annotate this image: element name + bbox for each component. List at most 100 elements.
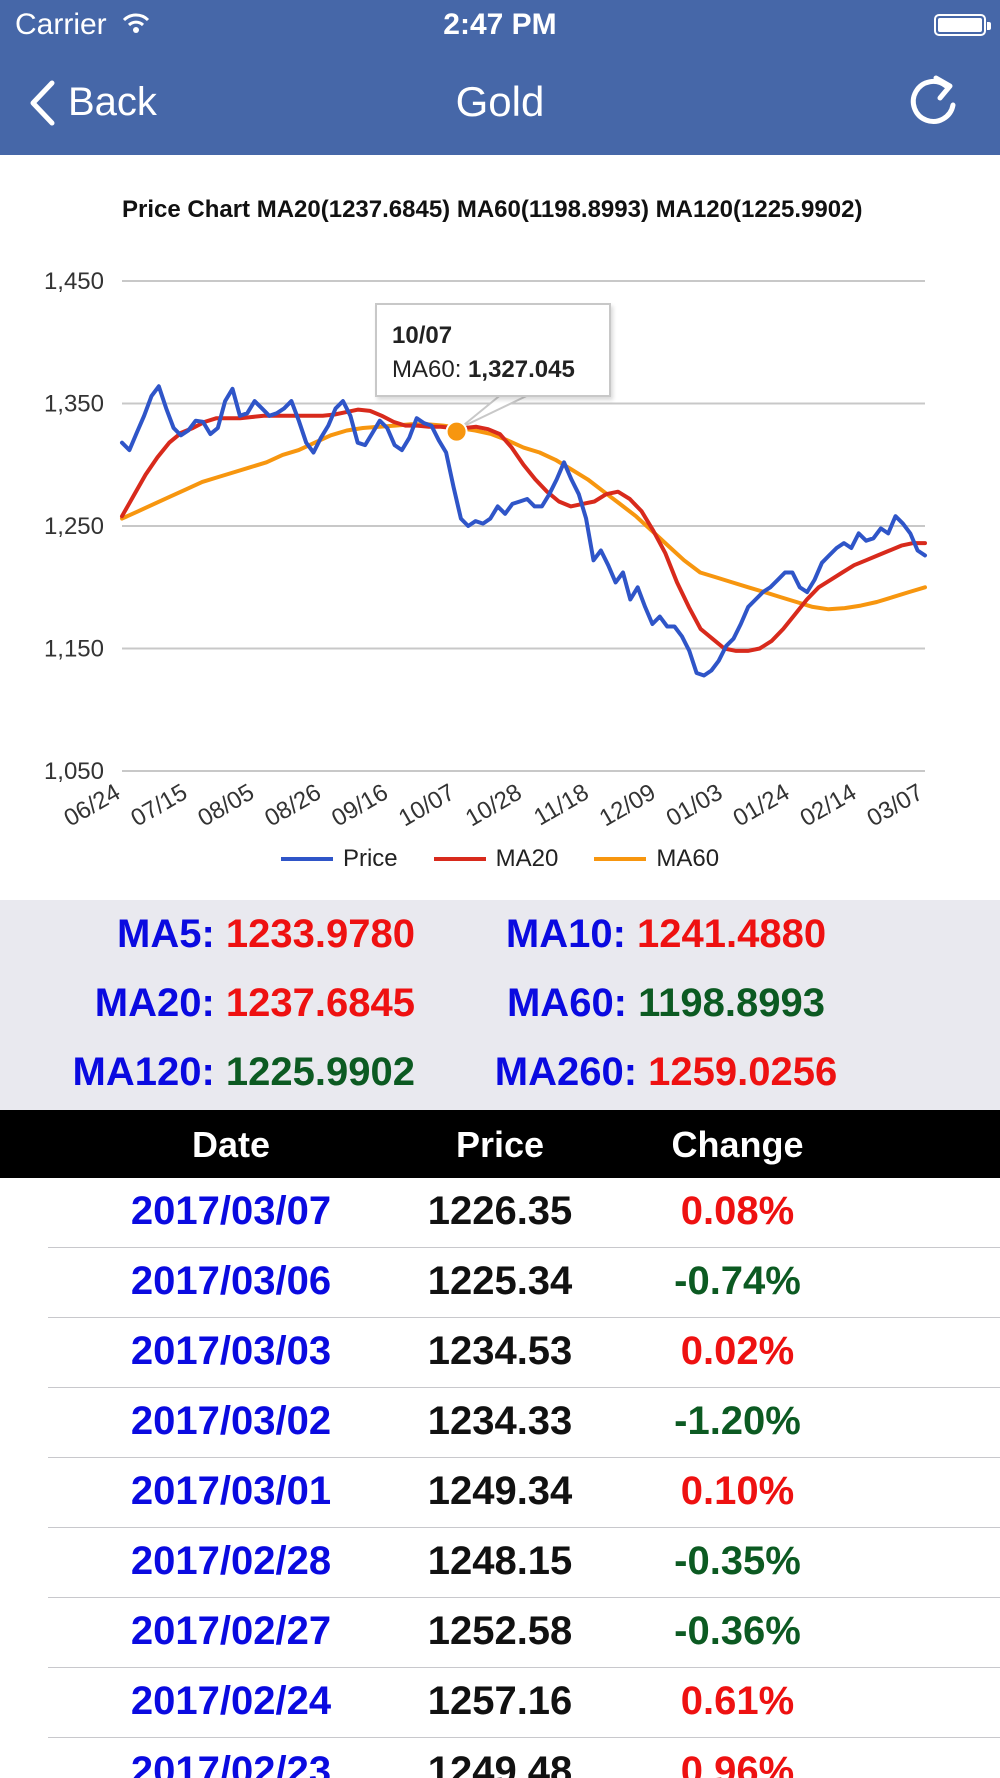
- refresh-icon[interactable]: [906, 72, 960, 128]
- navigation-bar: Carrier 2:47 PM Back Gold: [0, 0, 1000, 155]
- series-line-price: [120, 384, 927, 678]
- x-tick-label: 08/05: [193, 779, 259, 832]
- ma-row: MA20: 1237.6845 MA60: 1198.8993: [0, 969, 1000, 1037]
- x-tick-label: 12/09: [595, 779, 661, 832]
- ma20-stat: MA20: 1237.6845: [95, 981, 415, 1026]
- ma120-value: 1225.9902: [225, 1050, 415, 1094]
- status-bar: Carrier 2:47 PM: [0, 0, 1000, 50]
- back-button[interactable]: Back: [28, 75, 157, 130]
- row-divider: [48, 1387, 1000, 1388]
- row-date: 2017/02/27: [130, 1609, 332, 1653]
- legend-swatch: [280, 857, 333, 861]
- x-tick-label: 11/18: [529, 779, 593, 832]
- page-title: Gold: [455, 78, 545, 125]
- row-date: 2017/03/02: [130, 1399, 332, 1443]
- series-line-ma60: [120, 422, 927, 612]
- table-row[interactable]: 2017/03/01 1249.34 0.10%: [0, 1458, 1000, 1528]
- table-row[interactable]: 2017/02/28 1248.15 -0.35%: [0, 1528, 1000, 1598]
- row-price: 1225.34: [427, 1259, 573, 1303]
- x-tick-label: 02/14: [796, 779, 862, 832]
- x-tick-label: 01/24: [729, 779, 795, 832]
- row-date: 2017/03/01: [130, 1469, 332, 1513]
- chart-plot: 1,050 1,150 1,250 1,350 1,450 06/24 07/15 08/05…: [44, 268, 928, 832]
- legend-label: MA60: [656, 845, 720, 872]
- row-change: -0.74%: [674, 1259, 801, 1303]
- ma260-label: MA260:: [494, 1050, 638, 1094]
- table-header: Date Price Change: [0, 1110, 1000, 1178]
- legend-label: MA20: [495, 845, 559, 872]
- y-tick-label: 1,250: [44, 513, 104, 540]
- row-date: 2017/02/23: [130, 1749, 332, 1778]
- row-change: -1.20%: [674, 1399, 801, 1443]
- moving-average-panel: MA5: 1233.9780 MA10: 1241.4880 MA20: 123…: [0, 900, 1000, 1110]
- row-date: 2017/02/24: [130, 1679, 332, 1723]
- y-tick-label: 1,150: [44, 636, 104, 663]
- row-change: 0.02%: [680, 1329, 795, 1373]
- table-row[interactable]: 2017/02/24 1257.16 0.61%: [0, 1668, 1000, 1738]
- ma10-value: 1241.4880: [637, 912, 827, 956]
- battery-icon: [934, 14, 991, 36]
- tooltip-series: MA60: [392, 356, 455, 383]
- row-price: 1234.33: [427, 1399, 573, 1443]
- table-row[interactable]: 2017/03/07 1226.35 0.08%: [0, 1178, 1000, 1248]
- ma60-value: 1198.8993: [638, 981, 826, 1025]
- row-divider: [48, 1527, 1000, 1528]
- legend-swatch: [433, 857, 486, 861]
- column-header-date: Date: [191, 1124, 271, 1165]
- table-row[interactable]: 2017/03/02 1234.33 -1.20%: [0, 1388, 1000, 1458]
- carrier-label: Carrier: [15, 8, 107, 41]
- x-tick-label: 09/16: [327, 779, 393, 832]
- row-divider: [48, 1667, 1000, 1668]
- legend-item-ma60[interactable]: MA60: [594, 845, 719, 873]
- row-divider: [48, 1457, 1000, 1458]
- legend-item-price[interactable]: Price: [280, 845, 398, 873]
- ma60-stat: MA60: 1198.8993: [456, 981, 876, 1026]
- chevron-left-icon: [30, 80, 55, 125]
- back-label: Back: [68, 80, 157, 124]
- x-tick-label: 01/03: [662, 779, 728, 832]
- row-price: 1257.16: [427, 1679, 573, 1723]
- table-row[interactable]: 2017/02/27 1252.58 -0.36%: [0, 1598, 1000, 1668]
- row-price: 1252.58: [427, 1609, 573, 1653]
- column-header-change: Change: [671, 1124, 804, 1165]
- y-tick-label: 1,450: [44, 268, 104, 295]
- row-divider: [48, 1317, 1000, 1318]
- tooltip-pointer: [459, 394, 530, 429]
- y-tick-label: 1,050: [44, 758, 104, 785]
- row-change: 0.08%: [680, 1189, 795, 1233]
- price-chart[interactable]: 1,050 1,150 1,250 1,350 1,450 06/24 07/15 08/05…: [0, 155, 1000, 900]
- row-date: 2017/03/06: [130, 1259, 332, 1303]
- x-tick-label: 10/28: [461, 779, 527, 832]
- legend-label: Price: [342, 845, 398, 872]
- row-date: 2017/03/07: [130, 1189, 332, 1233]
- row-price: 1234.53: [427, 1329, 573, 1373]
- highlighted-point: [445, 420, 468, 443]
- ma60-label: MA60:: [506, 981, 628, 1025]
- table-row[interactable]: 2017/02/23 1249.48 0.96%: [0, 1738, 1000, 1778]
- ma260-stat: MA260: 1259.0256: [456, 1050, 876, 1095]
- row-change: -0.35%: [674, 1539, 801, 1583]
- chart-title: Price Chart MA20(1237.6845) MA60(1198.89…: [122, 196, 863, 223]
- ma5-label: MA5:: [117, 912, 215, 956]
- ma5-stat: MA5: 1233.9780: [117, 912, 415, 957]
- row-change: 0.61%: [680, 1679, 795, 1723]
- ma20-label: MA20:: [94, 981, 215, 1025]
- row-divider: [48, 1597, 1000, 1598]
- chart-legend: Price MA20 MA60: [0, 845, 1000, 873]
- ma5-value: 1233.9780: [225, 912, 415, 956]
- tooltip-value: 1,327.045: [468, 356, 575, 383]
- column-header-price: Price: [455, 1124, 545, 1165]
- ma120-label: MA120:: [72, 1050, 215, 1094]
- row-divider: [48, 1737, 1000, 1738]
- price-table[interactable]: 2017/03/07 1226.35 0.08% 2017/03/06 1225.34 -…: [0, 1178, 1000, 1778]
- row-price: 1248.15: [427, 1539, 573, 1583]
- ma120-stat: MA120: 1225.9902: [73, 1050, 415, 1095]
- clock: 2:47 PM: [443, 8, 557, 41]
- row-price: 1249.34: [427, 1469, 573, 1513]
- table-row[interactable]: 2017/03/06 1225.34 -0.74%: [0, 1248, 1000, 1318]
- tooltip-date: 10/07: [392, 322, 453, 349]
- row-change: 0.96%: [680, 1749, 795, 1778]
- legend-item-ma20[interactable]: MA20: [433, 845, 559, 873]
- table-row[interactable]: 2017/03/03 1234.53 0.02%: [0, 1318, 1000, 1388]
- ma-row: MA5: 1233.9780 MA10: 1241.4880: [0, 900, 1000, 968]
